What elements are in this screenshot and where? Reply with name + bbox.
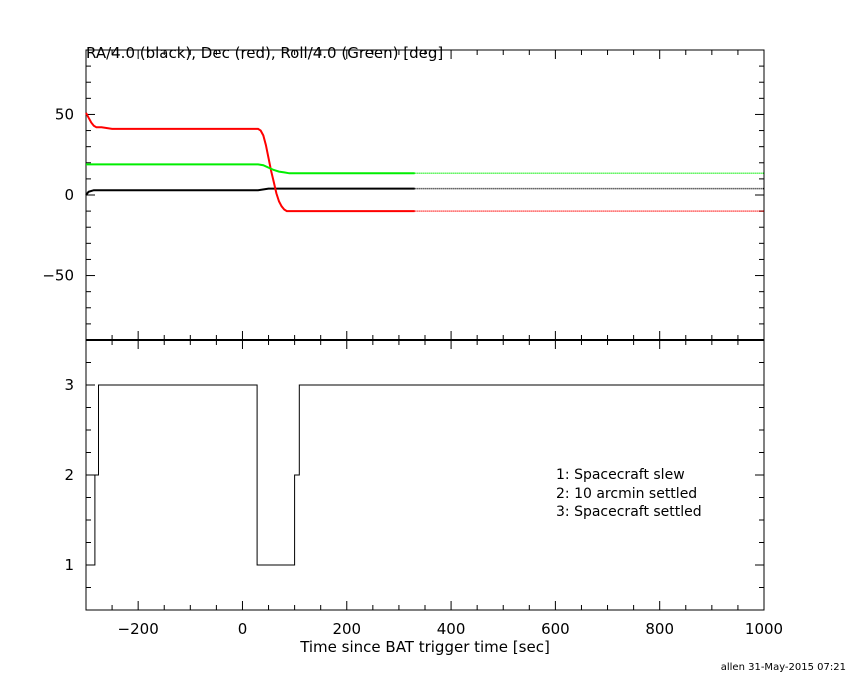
status-legend: 1: Spacecraft slew 2: 10 arcmin settled … (556, 466, 702, 522)
xtick-label: 400 (437, 620, 466, 638)
bottom-ytick-label: 1 (64, 556, 74, 574)
top-ytick-label: 50 (55, 105, 74, 123)
xtick-label: 200 (332, 620, 361, 638)
x-axis-label: Time since BAT trigger time [sec] (0, 638, 850, 656)
series-line-0 (85, 187, 415, 196)
x-axis-label-text: Time since BAT trigger time [sec] (300, 638, 550, 656)
xtick-label: 0 (238, 620, 248, 638)
legend-entry-10arcmin: 2: 10 arcmin settled (556, 485, 698, 502)
status-step-line (86, 384, 764, 566)
footer-credit: allen 31-May-2015 07:21 (720, 662, 846, 673)
top-ytick-label: 0 (64, 186, 74, 204)
xtick-label: 1000 (745, 620, 783, 638)
bottom-ytick-label: 3 (64, 376, 74, 394)
xtick-label: 600 (541, 620, 570, 638)
xtick-label: −200 (118, 620, 159, 638)
top-ytick-label: −50 (42, 267, 74, 285)
top-panel: 50 0 −50 (42, 49, 765, 341)
series-line-1 (85, 112, 415, 213)
series-line-2 (86, 163, 415, 175)
xtick-label: 800 (645, 620, 674, 638)
legend-entry-slew: 1: Spacecraft slew (556, 467, 685, 483)
legend-entry-settled: 3: Spacecraft settled (556, 504, 702, 520)
bottom-ytick-label: 2 (64, 466, 74, 484)
chart-title: RA/4.0 (black), Dec (red), Roll/4.0 (Gre… (86, 44, 444, 62)
top-frame (85, 49, 765, 341)
